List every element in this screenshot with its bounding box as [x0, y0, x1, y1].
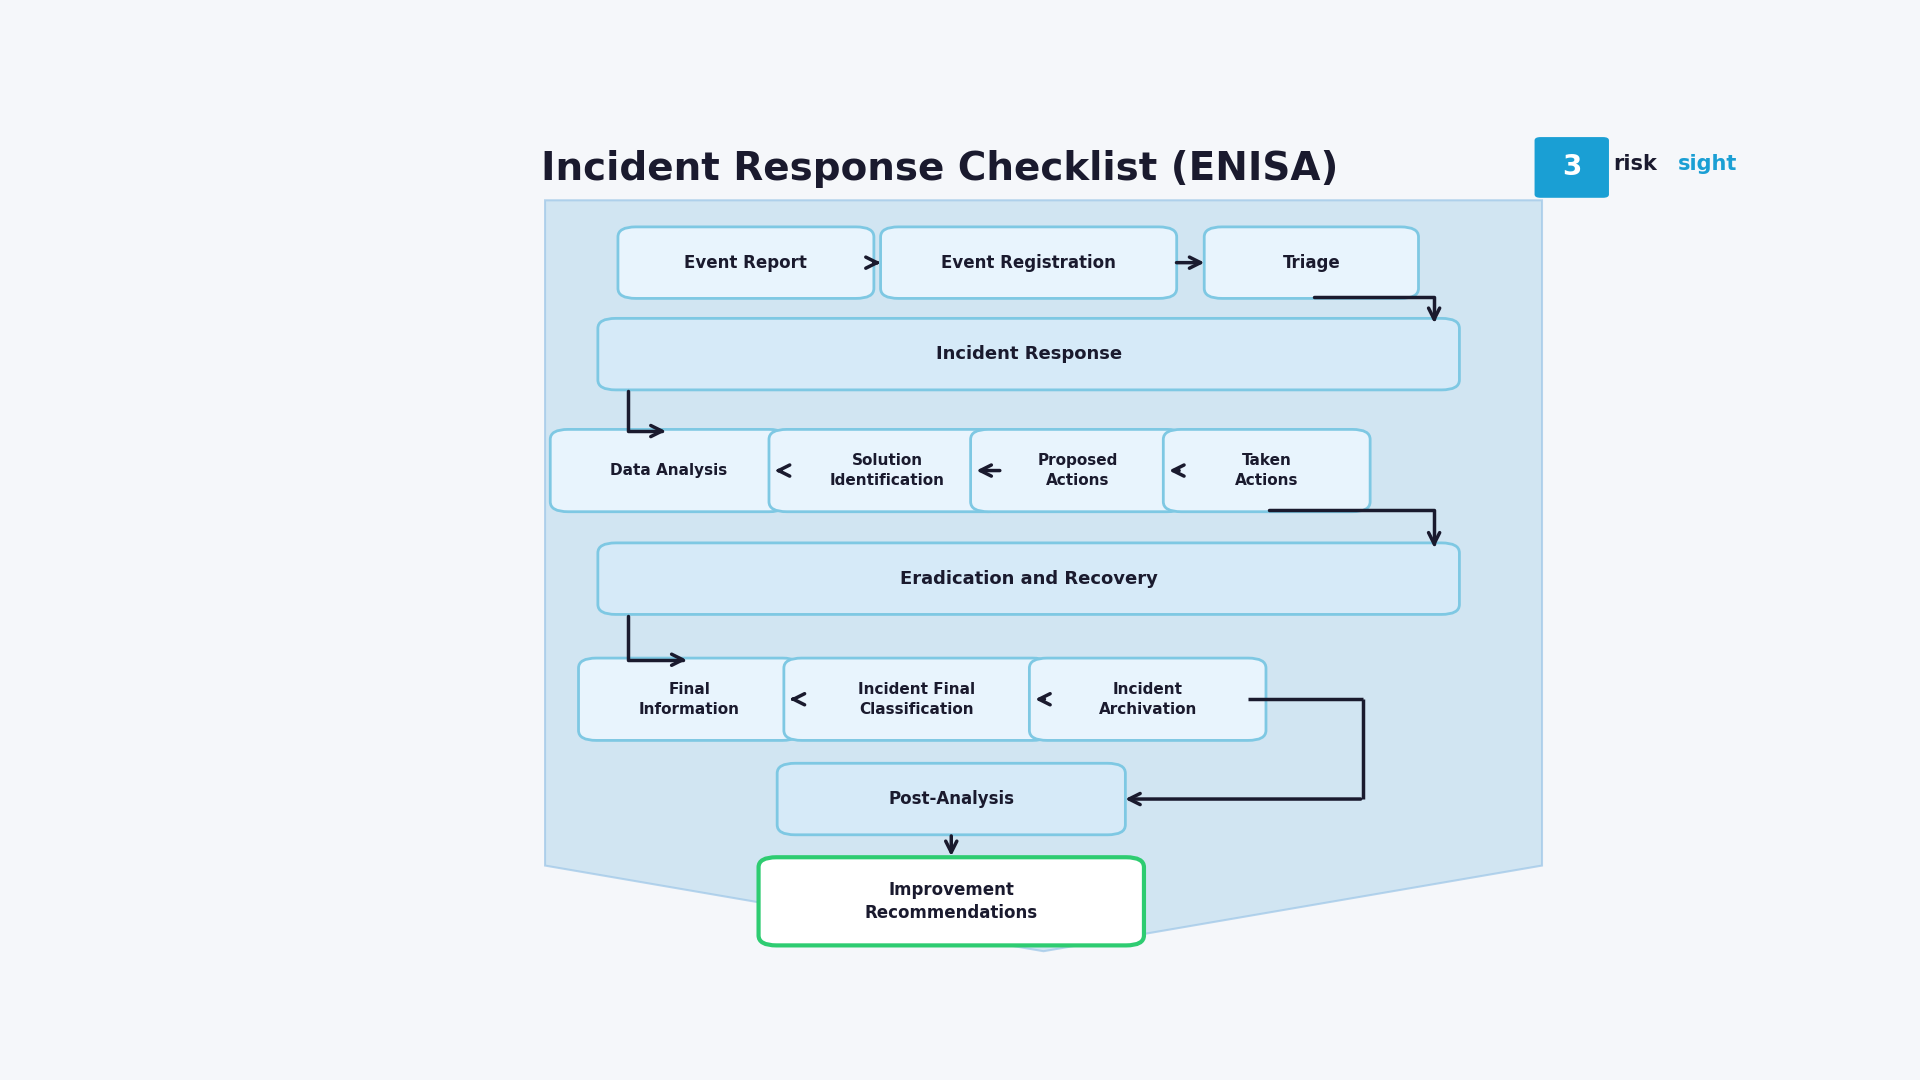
Text: Post-Analysis: Post-Analysis: [889, 791, 1014, 808]
FancyBboxPatch shape: [881, 227, 1177, 298]
Text: 3: 3: [1563, 153, 1582, 181]
FancyBboxPatch shape: [758, 858, 1144, 945]
Text: Event Report: Event Report: [685, 254, 806, 272]
Text: Incident Response: Incident Response: [935, 346, 1121, 363]
FancyBboxPatch shape: [597, 543, 1459, 615]
Text: Eradication and Recovery: Eradication and Recovery: [900, 569, 1158, 588]
Text: Incident Response Checklist (ENISA): Incident Response Checklist (ENISA): [541, 150, 1338, 188]
Text: risk: risk: [1613, 153, 1657, 174]
FancyBboxPatch shape: [1534, 137, 1609, 198]
FancyBboxPatch shape: [597, 319, 1459, 390]
FancyBboxPatch shape: [578, 658, 801, 741]
Text: Data Analysis: Data Analysis: [611, 463, 728, 478]
Text: Taken
Actions: Taken Actions: [1235, 454, 1298, 488]
Text: Improvement
Recommendations: Improvement Recommendations: [864, 880, 1039, 922]
FancyBboxPatch shape: [618, 227, 874, 298]
Text: Incident
Archivation: Incident Archivation: [1098, 681, 1196, 717]
FancyBboxPatch shape: [551, 430, 787, 512]
Text: Final
Information: Final Information: [639, 681, 739, 717]
FancyBboxPatch shape: [972, 430, 1185, 512]
Polygon shape: [545, 200, 1542, 951]
Text: Proposed
Actions: Proposed Actions: [1037, 454, 1117, 488]
Text: sight: sight: [1678, 153, 1738, 174]
FancyBboxPatch shape: [1164, 430, 1371, 512]
Text: Solution
Identification: Solution Identification: [829, 454, 945, 488]
FancyBboxPatch shape: [770, 430, 1006, 512]
FancyBboxPatch shape: [778, 764, 1125, 835]
Text: Triage: Triage: [1283, 254, 1340, 272]
FancyBboxPatch shape: [783, 658, 1050, 741]
Text: Incident Final
Classification: Incident Final Classification: [858, 681, 975, 717]
FancyBboxPatch shape: [1029, 658, 1265, 741]
Text: Event Registration: Event Registration: [941, 254, 1116, 272]
FancyBboxPatch shape: [1204, 227, 1419, 298]
